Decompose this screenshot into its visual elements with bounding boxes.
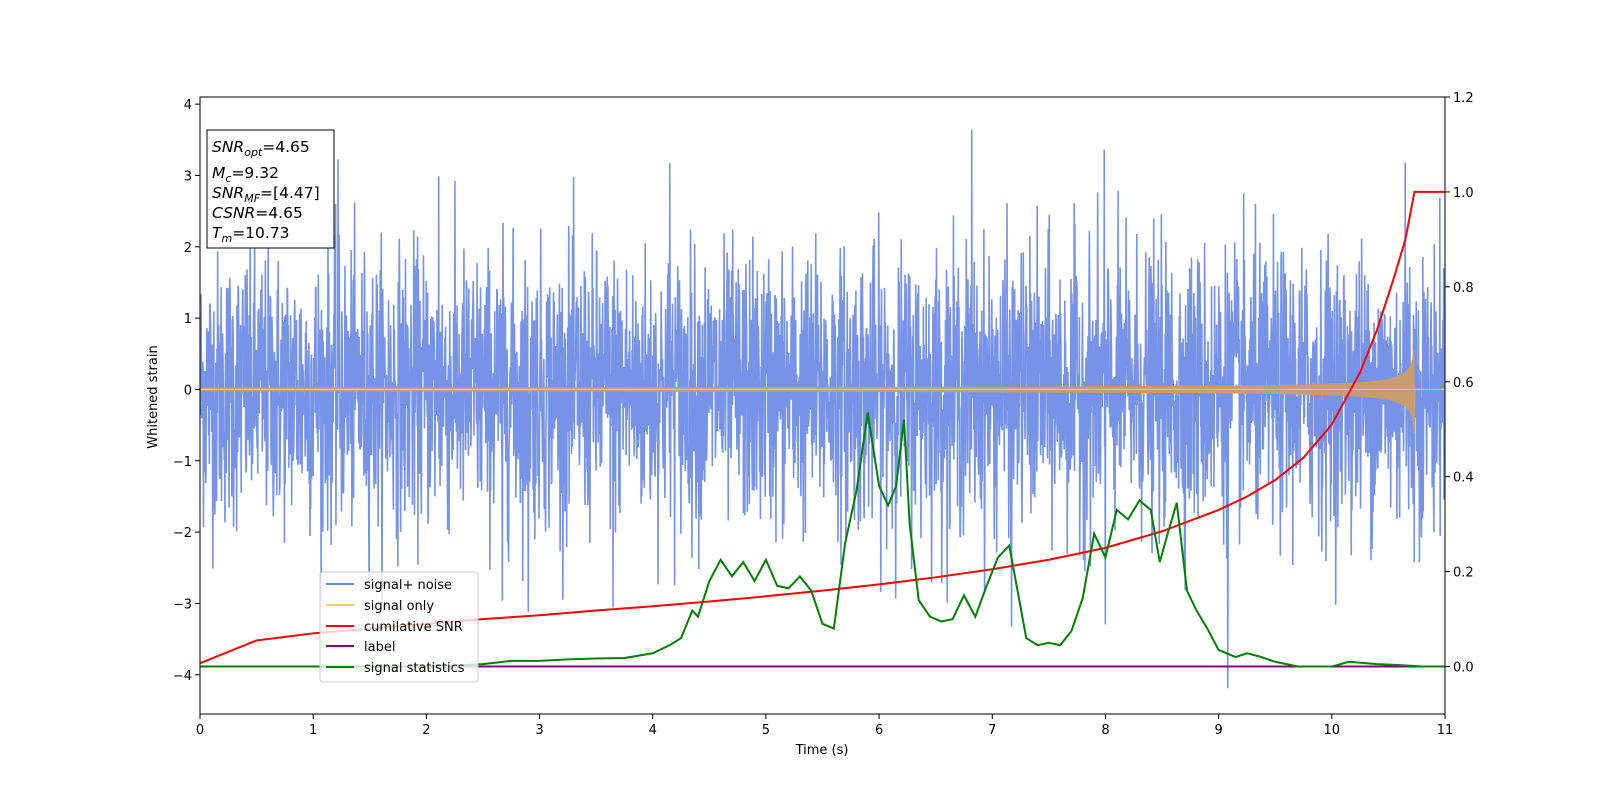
info-chirp-mass: Mc=9.32 — [212, 164, 279, 185]
y2-tick-label: 1.0 — [1453, 186, 1474, 201]
x-tick-label: 5 — [762, 723, 770, 738]
y-tick-label: 1 — [184, 312, 192, 327]
y2-tick-label: 0.8 — [1453, 281, 1474, 296]
axes-frame — [199, 96, 1446, 715]
legend-label-signal-statistics: signal statistics — [364, 661, 465, 676]
y2-tick-label: 0.6 — [1453, 376, 1474, 391]
y-tick-label: 2 — [184, 241, 192, 256]
y-tick-label: 4 — [184, 98, 192, 113]
axes: 0 1 2 3 4 5 6 7 8 9 10 11 −4 −3 −2 −1 0 1 2 3 4 0.0 0.2 0.4 0.6 0… — [173, 91, 1474, 738]
legend-frame — [319, 571, 479, 683]
y-tick-label: −2 — [173, 526, 192, 541]
y2-tick-label: 0.2 — [1453, 566, 1474, 581]
legend-label-signal-only: signal only — [364, 599, 434, 614]
x-axis-label: Time (s) — [795, 743, 849, 758]
info-box: SNRopt=4.65 Mc=9.32 SNRMF=[4.47] CSNR=4.… — [206, 129, 335, 249]
series-signal-noise — [200, 129, 1445, 689]
info-merger-time: Tm=10.73 — [212, 224, 290, 245]
legend: signal+ noise signal only cumilative SNR… — [319, 571, 479, 683]
x-tick-label: 0 — [196, 723, 204, 738]
x-tick-label: 9 — [1214, 723, 1222, 738]
x-tick-label: 6 — [875, 723, 883, 738]
info-box-frame — [206, 129, 335, 249]
x-tick-label: 7 — [988, 723, 996, 738]
info-snr-opt: SNRopt=4.65 — [212, 138, 310, 159]
y-tick-label: −1 — [173, 455, 192, 470]
x-tick-label: 10 — [1324, 723, 1341, 738]
legend-label-label: label — [364, 640, 395, 655]
x-tick-label: 2 — [422, 723, 430, 738]
info-snr-mf: SNRMF=[4.47] — [212, 184, 320, 205]
info-csnr: CSNR=4.65 — [212, 204, 303, 222]
y-tick-label: −3 — [173, 597, 192, 612]
x-tick-label: 1 — [309, 723, 317, 738]
y-tick-label: −4 — [173, 669, 192, 684]
x-tick-label: 8 — [1101, 723, 1109, 738]
y2-tick-label: 0.0 — [1453, 661, 1474, 676]
x-tick-label: 4 — [649, 723, 657, 738]
x-tick-label: 3 — [535, 723, 543, 738]
y2-tick-label: 1.2 — [1453, 91, 1474, 106]
y-tick-label: 0 — [184, 383, 192, 398]
x-tick-label: 11 — [1437, 723, 1454, 738]
legend-label-signal-noise: signal+ noise — [364, 578, 452, 593]
y2-tick-label: 0.4 — [1453, 471, 1474, 486]
y-tick-label: 3 — [184, 169, 192, 184]
legend-label-cumulative-snr: cumilative SNR — [364, 620, 463, 635]
y-axis-label: Whitened strain — [146, 345, 161, 448]
series-signal-statistics — [200, 412, 1445, 668]
